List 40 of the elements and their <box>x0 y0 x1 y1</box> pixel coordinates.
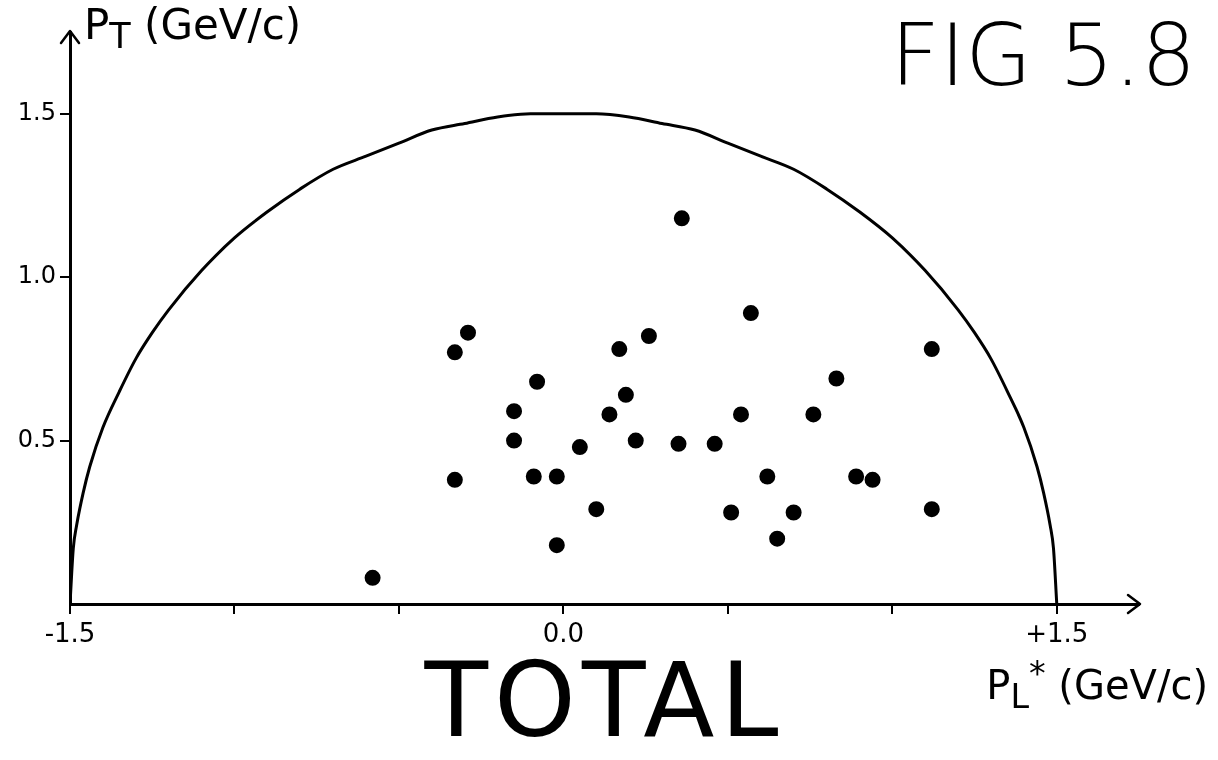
point <box>848 468 865 485</box>
point <box>529 373 546 390</box>
point <box>923 501 940 518</box>
point <box>923 341 940 358</box>
point <box>548 468 565 485</box>
point <box>864 471 881 488</box>
point <box>548 537 565 554</box>
point <box>785 504 802 521</box>
point <box>805 406 822 423</box>
chart-title: FIG 5.8 <box>890 5 1196 105</box>
point <box>733 406 749 423</box>
point <box>525 468 542 485</box>
point <box>446 471 463 488</box>
y-tick-label: 1.0 <box>17 261 56 290</box>
point <box>723 504 740 521</box>
point <box>673 210 690 227</box>
point <box>588 501 605 518</box>
point <box>611 341 628 358</box>
point <box>769 530 786 547</box>
point <box>706 435 723 452</box>
y-tick-label: 1.5 <box>17 97 56 126</box>
y-axis-title: P$_{T}$ (GeV/c) <box>84 0 302 57</box>
point <box>571 439 588 456</box>
point <box>617 386 634 403</box>
point <box>506 403 523 420</box>
point <box>627 432 644 449</box>
point <box>828 370 845 387</box>
y-tick-label: 0.5 <box>17 424 56 453</box>
point <box>506 432 523 449</box>
point <box>640 327 657 344</box>
point <box>446 344 463 361</box>
point <box>460 324 476 341</box>
x-axis-title: P$_{L}$$^{*}$ (GeV/c) <box>986 654 1208 717</box>
x-tick-label: -1.5 <box>44 618 96 649</box>
point <box>364 569 381 586</box>
point <box>601 406 618 423</box>
point <box>670 435 687 452</box>
point <box>759 468 776 485</box>
point <box>742 305 759 322</box>
x-tick-label: +1.5 <box>1025 618 1089 649</box>
